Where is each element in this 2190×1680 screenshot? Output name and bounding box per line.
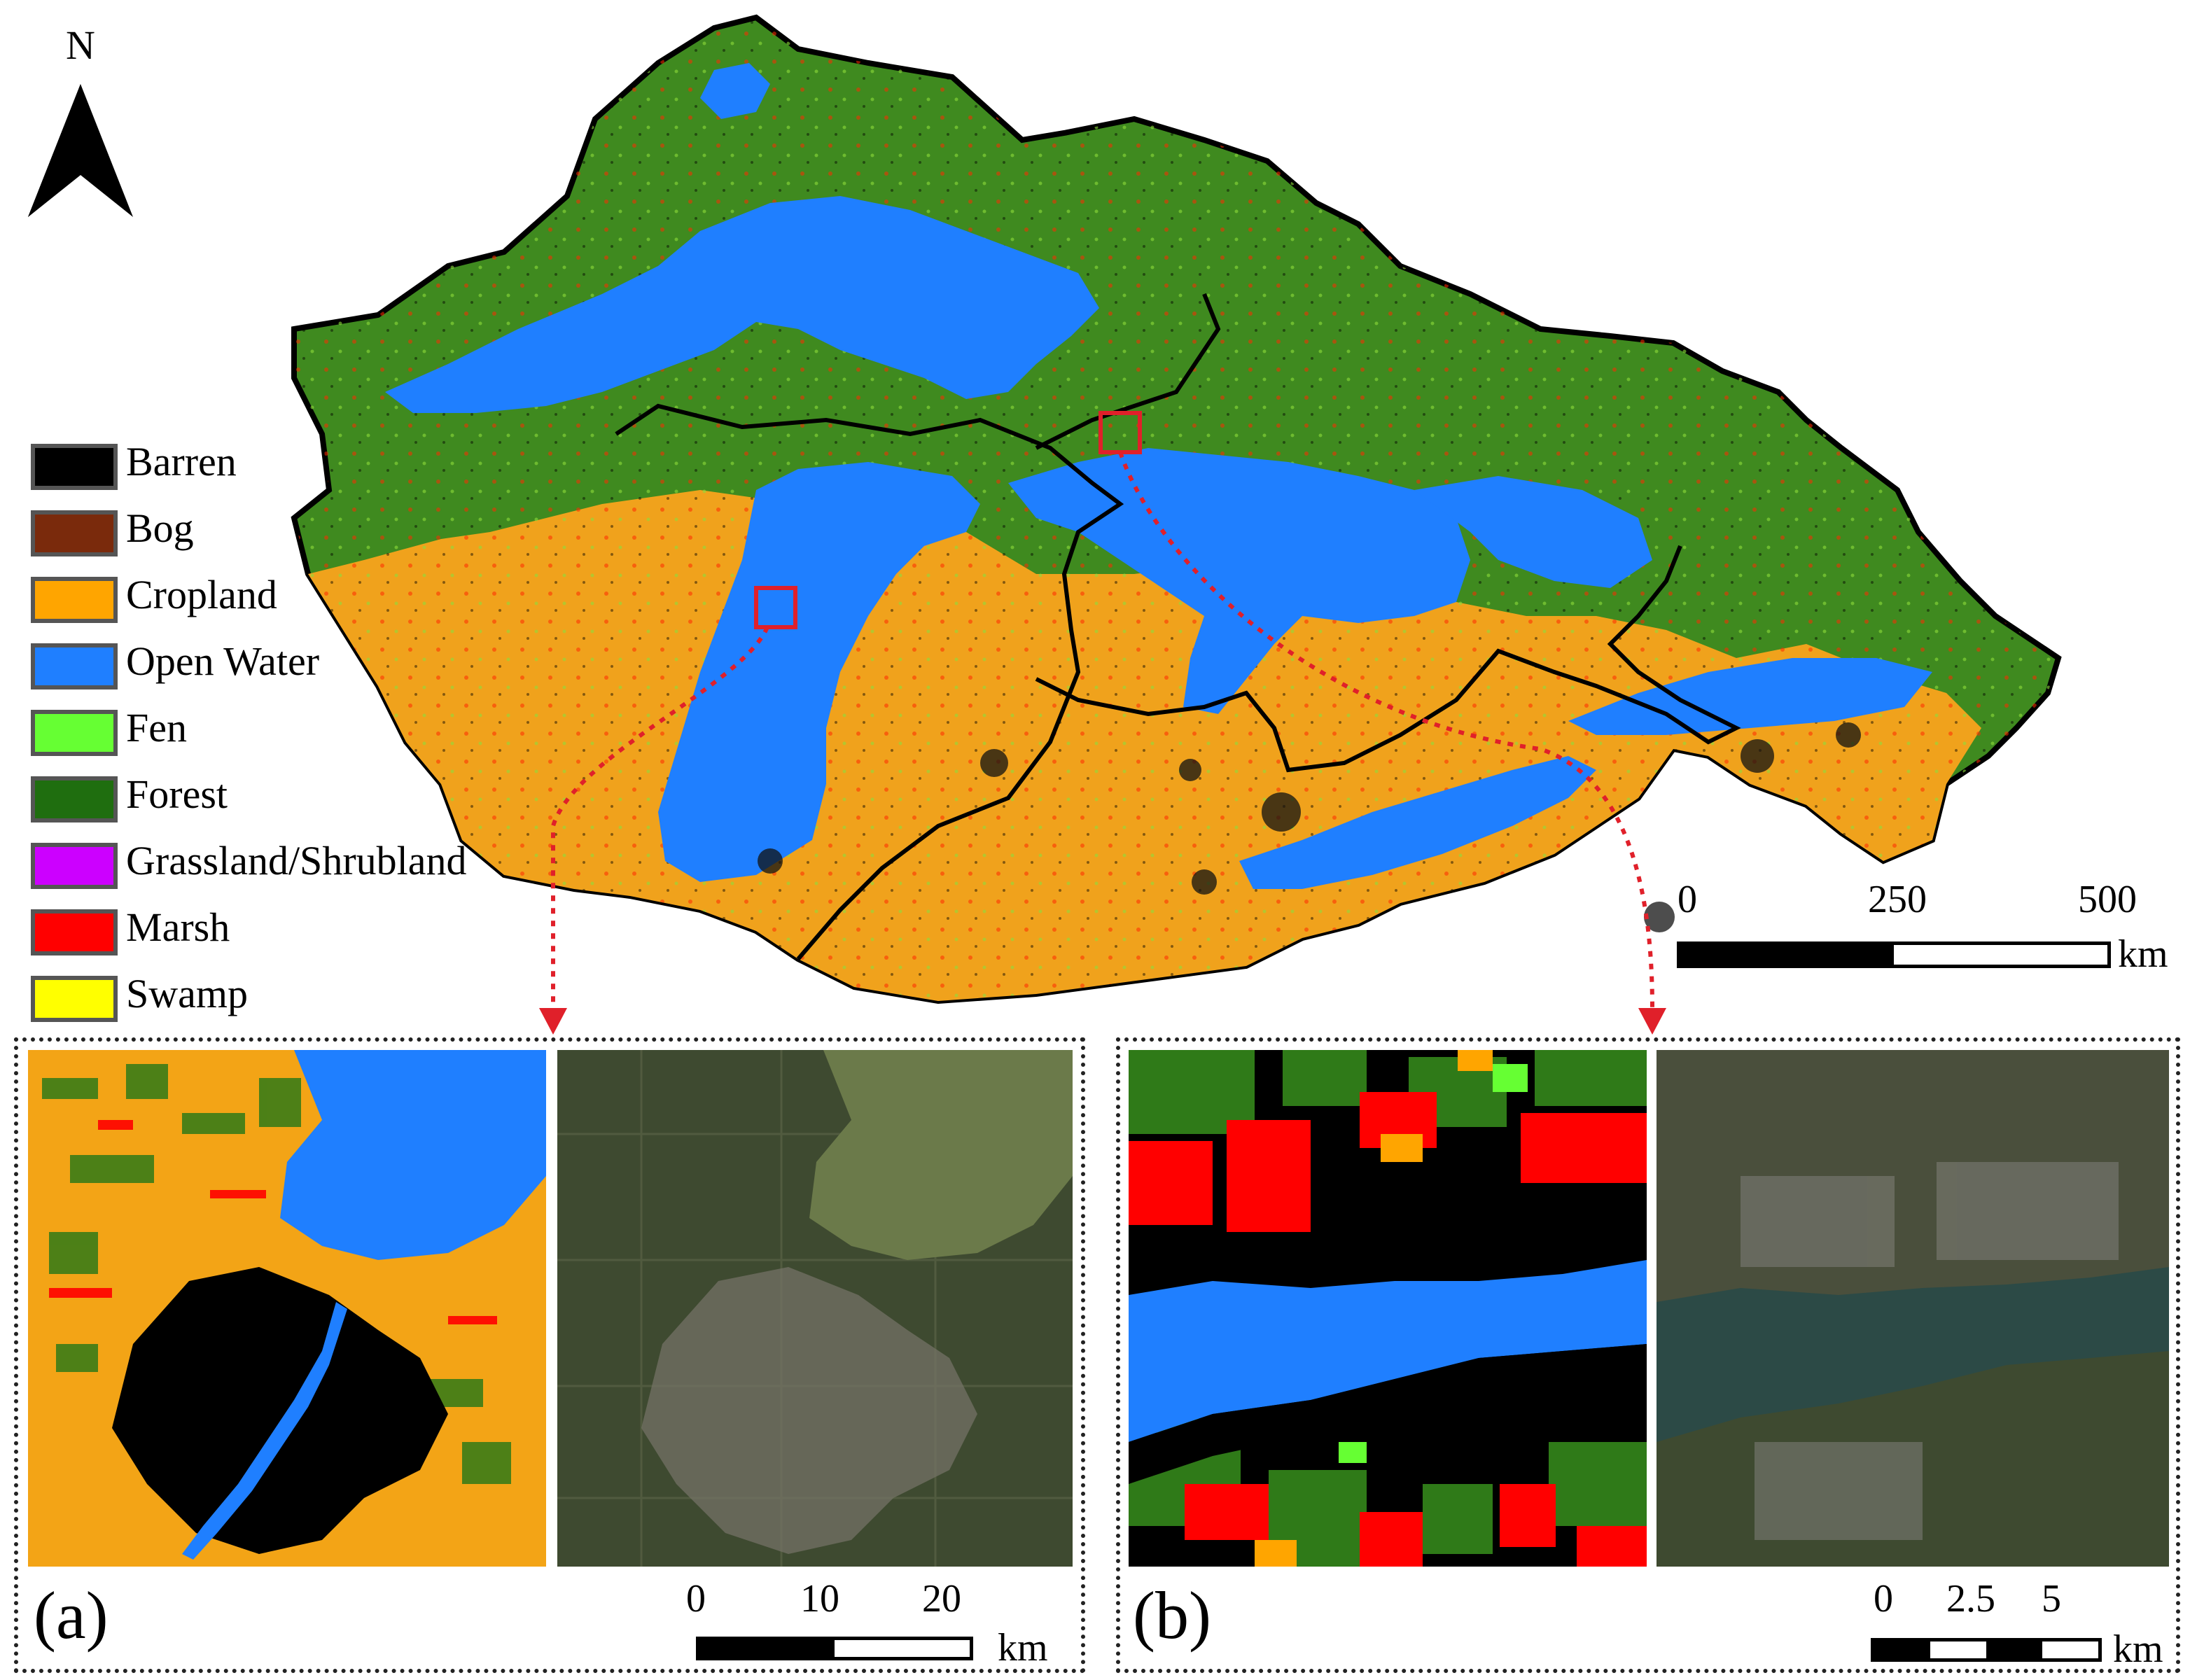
legend-label: Grassland/Shrubland xyxy=(126,838,467,883)
legend-swatch xyxy=(31,444,118,490)
panel-b-scale-bar: 0 2.5 5 km xyxy=(1862,1575,2177,1670)
callout-arrows xyxy=(539,451,1666,1035)
main-scale-tick: 500 xyxy=(2078,878,2137,921)
panel-b-scale-bar-graphic xyxy=(1871,1638,2102,1662)
north-arrow: N xyxy=(28,21,133,217)
panel-a xyxy=(14,1037,1085,1673)
panel-a-letter: (a) xyxy=(34,1578,109,1653)
main-scale-unit: km xyxy=(2118,932,2168,976)
scale-segment-dark xyxy=(1986,1642,2042,1658)
legend-label: Marsh xyxy=(126,904,230,950)
legend-label: Bog xyxy=(126,505,194,551)
scale-segment-light xyxy=(1894,945,2107,965)
scale-segment-dark xyxy=(1874,1642,1930,1658)
legend: Barren Bog Cropland Open Water Fen Fores… xyxy=(0,427,560,1029)
main-scale-tick: 0 xyxy=(1678,878,1697,921)
legend-swatch xyxy=(31,776,118,822)
panel-a-scale-bar-graphic xyxy=(696,1637,973,1660)
scale-segment-dark xyxy=(1680,945,1894,965)
panel-a-scale-bar: 0 10 20 km xyxy=(672,1575,1078,1670)
legend-label: Fen xyxy=(126,705,187,750)
panel-b-scale-tick: 5 xyxy=(2042,1577,2061,1620)
panel-b-scale-tick: 2.5 xyxy=(1946,1577,1995,1620)
legend-label: Barren xyxy=(126,439,237,484)
scale-segment-dark xyxy=(699,1640,835,1657)
lake-erie xyxy=(1239,756,1596,889)
locator-box-a xyxy=(754,586,797,629)
panel-a-scale-tick: 20 xyxy=(922,1577,961,1620)
lake-ontario xyxy=(1568,658,1932,735)
legend-label: Open Water xyxy=(126,638,320,684)
great-lakes-basin-map xyxy=(291,14,2062,1004)
panel-a-scale-tick: 0 xyxy=(686,1577,706,1620)
legend-swatch xyxy=(31,510,118,556)
panel-a-satellite-image xyxy=(557,1050,1073,1567)
legend-label: Swamp xyxy=(126,971,248,1016)
legend-swatch xyxy=(31,976,118,1022)
lake-michigan xyxy=(658,462,980,882)
legend-swatch xyxy=(31,710,118,756)
legend-swatch xyxy=(31,843,118,889)
legend-swatch xyxy=(31,577,118,623)
panel-b-letter: (b) xyxy=(1133,1578,1211,1653)
scale-segment-light xyxy=(1930,1642,1986,1658)
scale-segment-light xyxy=(835,1640,970,1657)
main-scale-bar: 0 250 500 km xyxy=(1666,878,2184,983)
legend-label: Cropland xyxy=(126,572,277,617)
legend-label: Forest xyxy=(126,771,228,817)
legend-swatch xyxy=(31,643,118,690)
main-scale-bar-graphic xyxy=(1677,941,2111,968)
main-scale-tick: 250 xyxy=(1868,878,1927,921)
north-label: N xyxy=(66,22,95,68)
north-arrow-icon xyxy=(28,84,133,217)
panel-b-satellite-image xyxy=(1657,1050,2169,1567)
panel-a-scale-unit: km xyxy=(998,1626,1048,1670)
panel-b-scale-unit: km xyxy=(2113,1628,2163,1671)
panel-a-scale-tick: 10 xyxy=(800,1577,839,1620)
panel-b-classification-map xyxy=(1129,1050,1647,1567)
panel-b-scale-tick: 0 xyxy=(1874,1577,1893,1620)
panel-b xyxy=(1116,1037,2180,1673)
lake-superior xyxy=(385,196,1099,413)
legend-swatch xyxy=(31,909,118,955)
lake-huron xyxy=(1008,448,1470,714)
scale-segment-light xyxy=(2042,1642,2098,1658)
panel-a-classification-map xyxy=(28,1050,546,1567)
